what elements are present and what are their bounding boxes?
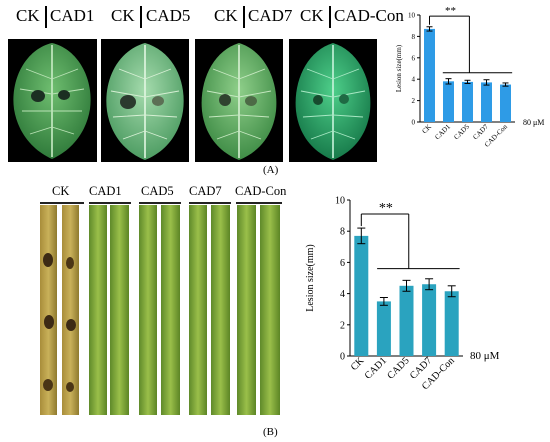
y-tick-label: 4 bbox=[412, 76, 416, 84]
group-bar bbox=[236, 202, 282, 204]
unit-note: 80 μM bbox=[470, 350, 500, 362]
leaf-photo-ck-cad5 bbox=[101, 39, 189, 162]
leaf-strip-cad-con-1 bbox=[237, 205, 256, 415]
label-cad7: CAD7 bbox=[248, 6, 293, 25]
leaf-strips bbox=[40, 205, 280, 415]
leaf-photo-ck-cad7 bbox=[195, 39, 283, 162]
y-tick-label: 2 bbox=[340, 320, 345, 331]
y-tick-label: 0 bbox=[340, 352, 345, 363]
strip-label-cad-con: CAD-Con bbox=[235, 184, 287, 198]
significance-stars: ** bbox=[379, 201, 393, 216]
y-tick-label: 4 bbox=[340, 289, 345, 300]
label-ck-3: CK bbox=[214, 6, 238, 25]
y-tick-label: 10 bbox=[408, 11, 416, 19]
bar-cad7 bbox=[422, 284, 437, 356]
separator bbox=[140, 6, 142, 28]
strip-label-cad1: CAD1 bbox=[89, 184, 122, 198]
leaf-strip-cad5-2 bbox=[161, 205, 180, 415]
bar-cad1 bbox=[376, 301, 391, 356]
label-ck-1: CK bbox=[16, 6, 40, 25]
strip-label-cad7: CAD7 bbox=[189, 184, 222, 198]
panel-a-caption: (A) bbox=[263, 164, 279, 176]
y-axis-label: Lesion size(mm) bbox=[305, 244, 316, 311]
leaf-strip-cad7-2 bbox=[211, 205, 230, 415]
bar-cad5 bbox=[462, 81, 473, 122]
bar-cad5 bbox=[399, 285, 414, 356]
y-tick-label: 8 bbox=[412, 33, 416, 41]
significance-stars: ** bbox=[445, 5, 456, 17]
unit-note: 80 μM bbox=[523, 118, 544, 127]
leaf-strip-cad1-2 bbox=[110, 205, 129, 415]
x-tick-label: CK bbox=[349, 355, 367, 373]
separator bbox=[329, 6, 331, 28]
bar-cad-con bbox=[500, 84, 511, 122]
x-tick-label: CAD5 bbox=[385, 355, 411, 381]
x-tick-label: CAD5 bbox=[452, 122, 471, 141]
label-ck-4: CK bbox=[300, 6, 324, 25]
group-bar bbox=[40, 202, 84, 204]
x-tick-label: CAD1 bbox=[363, 355, 389, 381]
leaf-strip-ck-2 bbox=[62, 205, 79, 415]
label-cad1: CAD1 bbox=[50, 6, 95, 25]
label-cad-con: CAD-Con bbox=[334, 6, 404, 25]
x-tick-label: CK bbox=[420, 123, 433, 136]
bar-cad7 bbox=[481, 82, 492, 122]
group-bar bbox=[139, 202, 181, 204]
panel-b-caption: (B) bbox=[263, 426, 278, 438]
leaf-strip-cad5-1 bbox=[139, 205, 157, 415]
y-tick-label: 6 bbox=[340, 258, 345, 269]
separator bbox=[45, 6, 47, 28]
group-bar bbox=[189, 202, 231, 204]
leaf-strip-cad-con-2 bbox=[260, 205, 280, 415]
leaf-photo-ck-cad-con bbox=[289, 39, 377, 162]
leaf-photo-ck-cad1 bbox=[8, 39, 97, 162]
label-ck-2: CK bbox=[111, 6, 135, 25]
x-tick-label: CAD1 bbox=[433, 122, 452, 141]
leaf-strip-cad1-1 bbox=[89, 205, 107, 415]
y-tick-label: 0 bbox=[412, 118, 416, 126]
bar-cad1 bbox=[443, 81, 454, 122]
leaf-strip-cad7-1 bbox=[189, 205, 207, 415]
separator bbox=[243, 6, 245, 28]
strip-label-cad5: CAD5 bbox=[141, 184, 174, 198]
y-tick-label: 8 bbox=[340, 227, 345, 238]
y-tick-label: 6 bbox=[412, 54, 416, 62]
group-bar bbox=[89, 202, 131, 204]
bar-cad-con bbox=[444, 291, 459, 356]
y-tick-label: 10 bbox=[335, 196, 345, 207]
bar-ck bbox=[424, 28, 435, 122]
strip-label-ck: CK bbox=[52, 184, 70, 198]
label-cad5: CAD5 bbox=[146, 6, 191, 25]
y-axis-label: Lesion size(mm) bbox=[395, 44, 403, 92]
y-tick-label: 2 bbox=[412, 97, 416, 105]
bar-ck bbox=[354, 235, 369, 356]
